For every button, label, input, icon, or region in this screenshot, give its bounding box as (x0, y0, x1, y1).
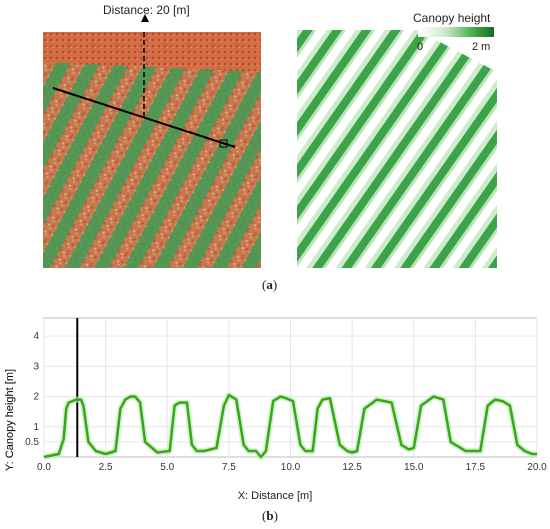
y-tick-label: 1 (33, 422, 39, 433)
panel-a: Distance: 20 [m] (43, 3, 497, 292)
x-tick-label: 10.0 (281, 462, 301, 473)
x-tick-label: 17.5 (466, 462, 486, 473)
series-layer (43, 318, 537, 460)
x-tick-label: 12.5 (342, 462, 362, 473)
x-tick-label: 15.0 (404, 462, 424, 473)
panel-b-letter: b (266, 508, 274, 523)
y-tick-label: 2 (33, 392, 39, 403)
panel-b-label: (b) (262, 508, 278, 523)
x-tick-label: 7.5 (222, 462, 236, 473)
distance-label: Distance: 20 [m] (103, 3, 190, 17)
transect-end-box (219, 139, 228, 148)
panel-a-label: (a) (262, 277, 278, 292)
orthomosaic-image (43, 32, 261, 268)
canopy-height-map (297, 30, 497, 268)
field-top-strip (43, 32, 261, 72)
y-tick-label: 4 (33, 331, 39, 342)
colorbar-title: Canopy height (413, 11, 491, 25)
axis-layer: 0.0 2.5 5.0 7.5 10.0 12.5 15.0 17.5 20.0 0.5 1 2 3 4 (25, 331, 547, 473)
x-tick-label: 5.0 (160, 462, 174, 473)
colorbar (418, 27, 494, 37)
canopy-height-profile-chart: 0.0 2.5 5.0 7.5 10.0 12.5 15.0 17.5 20.0 0.5 1 2 3 4 (25, 317, 547, 473)
colorbar-min-label: 0 (417, 41, 424, 53)
x-tick-label: 2.5 (99, 462, 113, 473)
panel-b: Y: Canopy height [m] 0.0 2.5 5.0 7.5 10.0 12.… (0, 300, 550, 529)
colorbar-max-label: 2 m (472, 41, 491, 53)
y-axis-label: Y: Canopy height [m] (4, 369, 16, 471)
arrow-head-icon (141, 14, 149, 22)
x-axis-label: X: Distance [m] (237, 490, 313, 502)
y-axis-label-text: Y: Canopy height [m] (4, 369, 16, 471)
x-tick-label: 20.0 (527, 462, 547, 473)
transect-line (52, 87, 236, 148)
y-tick-label: 3 (33, 361, 39, 372)
field-background (43, 32, 261, 268)
x-tick-label: 0.0 (37, 462, 51, 473)
series-line (43, 393, 537, 459)
panel-a-letter: a (266, 277, 273, 292)
y-tick-label: 0.5 (25, 437, 39, 448)
